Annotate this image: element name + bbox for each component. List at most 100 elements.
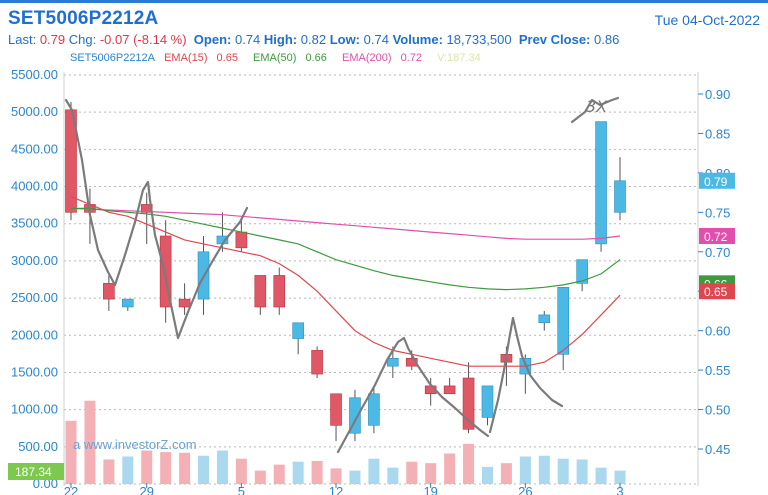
right-tick-label: 0.50: [705, 403, 730, 418]
legend-ema200: EMA(200) 0.72: [342, 52, 428, 64]
left-tick-label: 2000.00: [11, 327, 58, 342]
open-label: Open:: [193, 32, 232, 47]
volume-bar: [254, 470, 266, 484]
ema200-line: [70, 207, 621, 240]
x-axis: 22 29 5 12 19 26 3: [64, 483, 624, 495]
right-axis: 0.900.850.800.750.700.650.600.550.500.45: [698, 87, 730, 457]
volume-badge-text: 187.34: [15, 465, 52, 479]
annotation-strokes: [64, 96, 620, 454]
volume-bar: [141, 450, 153, 484]
price-tag-bg: [699, 283, 735, 300]
volume-bar: [463, 443, 475, 484]
volume-bar: [84, 400, 96, 484]
prev-close-value: 0.86: [594, 32, 620, 47]
left-tick-label: 5500.00: [11, 67, 58, 82]
x-tick-label: 3: [616, 484, 623, 495]
legend-ema50: EMA(50) 0.66: [253, 52, 333, 64]
candle-body: [254, 275, 267, 308]
volume-bar: [614, 470, 626, 484]
left-tick-label: 1500.00: [11, 364, 58, 379]
candle-body: [481, 385, 494, 418]
volume-bar: [576, 459, 588, 484]
candle-body: [387, 357, 399, 367]
candle-body: [557, 286, 570, 355]
legend-ema50-value: 0.66: [305, 52, 327, 64]
left-tick-label: 4500.00: [11, 141, 58, 156]
volume-bar: [444, 453, 456, 484]
x-tick-label: 26: [518, 484, 532, 495]
right-tick-label: 0.90: [705, 87, 730, 102]
volume-bar: [406, 461, 418, 484]
low-value: 0.74: [363, 32, 389, 47]
candle-body: [368, 393, 380, 426]
candle-body: [273, 275, 286, 308]
x-tick-label: 29: [139, 484, 153, 495]
legend-ema50-label: EMA(50): [253, 52, 297, 64]
candle-body: [103, 283, 115, 300]
top-accent-bar: [0, 0, 768, 3]
chart-date: Tue 04-Oct-2022: [654, 12, 760, 28]
right-tick-label: 0.85: [705, 126, 730, 141]
volume-bar: [519, 456, 531, 484]
volume-bar: [500, 463, 512, 484]
open-value: 0.74: [234, 32, 261, 47]
price-tag-label: 0.79: [704, 175, 728, 189]
left-tick-label: 500.00: [18, 439, 58, 454]
price-tag-label: 0.72: [704, 230, 728, 244]
candles: [65, 101, 626, 442]
right-tick-label: 0.45: [705, 442, 730, 457]
quote-line: Last: 0.79 Chg: -0.07 (-8.14 %) Open: 0.…: [8, 32, 619, 47]
price-tag-bg: [699, 228, 735, 244]
legend-ema15-value: 0.65: [216, 52, 238, 64]
candle-body: [159, 235, 172, 308]
volume-bar: [349, 470, 361, 484]
candle-body: [311, 350, 323, 375]
volume-bar: [330, 468, 342, 484]
legend-volume: V:187.34: [437, 52, 481, 64]
price-tag-label: 0.65: [704, 285, 728, 299]
volume-bar: [425, 463, 437, 484]
right-tick-label: 0.55: [705, 363, 730, 378]
price-tag-bg: [699, 172, 735, 189]
volume-bar: [179, 452, 191, 484]
left-tick-label: 5000.00: [11, 104, 58, 119]
volume-value: 18,733,500: [446, 32, 512, 47]
volume-bar: [481, 466, 493, 484]
ema-lines: [70, 196, 621, 367]
ema50-line: [71, 207, 621, 291]
legend-ema200-value: 0.72: [400, 52, 422, 64]
candle-body: [576, 259, 588, 284]
annotation-stroke: [64, 98, 249, 340]
candle-body: [235, 231, 248, 249]
ema15-line: [70, 196, 621, 367]
legend-ema15: EMA(15) 0.65: [164, 52, 244, 64]
candle-body: [595, 121, 607, 245]
last-label: Last:: [8, 32, 37, 47]
volume-bar: [198, 455, 210, 484]
volume-bar: [216, 450, 228, 484]
high-label: High:: [263, 32, 298, 47]
left-tick-label: 1000.00: [11, 402, 58, 417]
x-tick-label: 5: [238, 484, 245, 495]
volume-bar: [103, 459, 115, 484]
volume-bar: [311, 460, 323, 484]
watermark: a www.investorZ.com: [73, 437, 197, 452]
annotation-stroke: [488, 316, 564, 434]
annotation-stroke: [336, 336, 490, 454]
left-tick-label: 2500.00: [11, 290, 58, 305]
x-tick-label: 22: [64, 484, 78, 495]
volume-bar: [122, 456, 134, 484]
right-tick-label: 0.60: [705, 324, 730, 339]
volume-bar: [557, 458, 569, 484]
volume-bar: [368, 458, 380, 484]
volume-badge: 187.34: [8, 463, 64, 480]
legend-symbol: SET5006P2212A: [70, 52, 156, 64]
candle-body: [405, 357, 418, 367]
volume-badge-bg: [8, 463, 64, 480]
volume-bar: [273, 464, 285, 484]
prev-close-label: Prev Close:: [518, 32, 591, 47]
volume-bar: [292, 461, 304, 484]
candle-body: [121, 298, 134, 308]
volume-bar: [65, 420, 77, 484]
